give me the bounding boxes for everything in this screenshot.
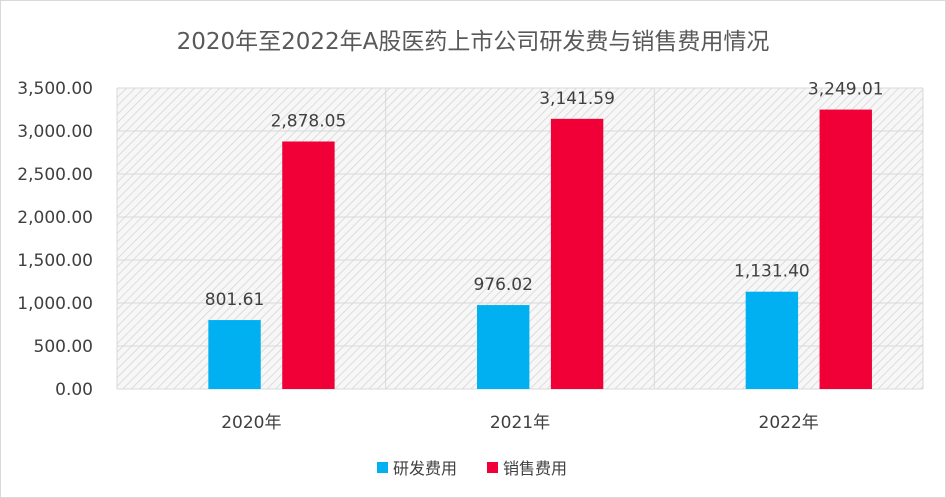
y-tick-label: 3,000.00 — [17, 122, 93, 142]
bar-rd-2 — [745, 291, 799, 389]
bar-sales-0 — [282, 141, 335, 389]
data-label: 3,141.59 — [539, 89, 615, 109]
x-tick-label: 2020年 — [221, 413, 281, 433]
y-tick-label: 0.00 — [55, 380, 93, 400]
data-label: 3,249.01 — [808, 80, 884, 100]
data-label: 801.61 — [205, 290, 264, 310]
legend-swatch — [487, 462, 498, 473]
x-tick-label: 2022年 — [759, 413, 819, 433]
y-tick-label: 1,500.00 — [17, 251, 93, 271]
y-tick-label: 1,000.00 — [17, 294, 93, 314]
data-labels: 801.61 976.02 1,131.40 2,878.05 3,141.59 3,24… — [205, 80, 884, 310]
y-tick-label: 2,000.00 — [17, 208, 93, 228]
data-label: 2,878.05 — [271, 111, 347, 131]
bar-rd-1 — [477, 305, 530, 389]
bars — [208, 109, 872, 390]
x-axis: 2020年 2021年 2022年 — [221, 413, 819, 433]
y-tick-label: 3,500.00 — [17, 79, 93, 99]
y-tick-label: 500.00 — [34, 337, 93, 357]
chart-title: 2020年至2022年A股医药上市公司研发费与销售费用情况 — [177, 29, 770, 55]
data-label: 1,131.40 — [734, 262, 810, 282]
y-axis: 0.00 500.00 1,000.00 1,500.00 2,000.00 2,500.… — [17, 79, 93, 400]
data-label: 976.02 — [473, 275, 532, 295]
bar-sales-1 — [550, 118, 604, 390]
legend-swatch — [377, 462, 388, 473]
legend: 研发费用 销售费用 — [377, 459, 567, 478]
bar-rd-0 — [208, 320, 261, 389]
legend-label: 销售费用 — [503, 459, 567, 478]
bar-sales-2 — [819, 109, 872, 389]
legend-label: 研发费用 — [393, 459, 457, 478]
x-tick-label: 2021年 — [490, 413, 550, 433]
y-tick-label: 2,500.00 — [17, 165, 93, 185]
